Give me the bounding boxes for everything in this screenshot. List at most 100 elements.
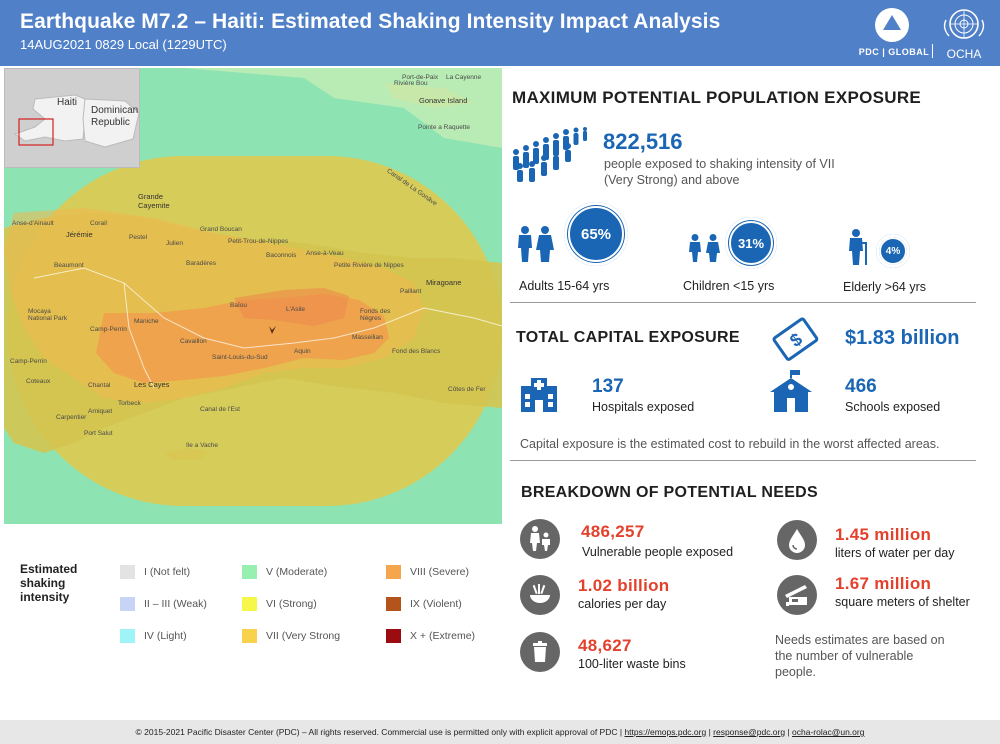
vulnerable-value: 486,257 <box>581 522 645 541</box>
adults-pct-circle: 65% <box>564 202 628 266</box>
map-label: Beaumont <box>54 262 84 269</box>
map-label: Grand Boucan <box>200 226 242 233</box>
svg-text:$: $ <box>786 329 806 351</box>
section-divider <box>510 302 976 303</box>
pdc-logo-text: PDC | GLOBAL <box>858 47 930 57</box>
map-label: Masseilian <box>352 334 383 341</box>
elderly-label: Elderly >64 yrs <box>843 280 927 294</box>
shaking-intensity-map[interactable]: Port-de-Paix La Cayenne Rivière Bou Gona… <box>4 68 502 524</box>
inset-label-republic: Republic <box>91 117 130 128</box>
un-emblem-icon <box>943 9 985 39</box>
footer: © 2015-2021 Pacific Disaster Center (PDC… <box>0 720 1000 744</box>
adults-pct: 65% <box>568 206 624 262</box>
population-description-2: (Very Strong) and above <box>604 173 740 187</box>
map-label: Julien <box>166 240 183 247</box>
map-label: Coteaux <box>26 378 51 385</box>
map-label: Pointe a Raquette <box>418 124 471 131</box>
map-label: Fond des Blancs <box>392 348 441 355</box>
map-label: Anse-à-Veau <box>306 250 344 257</box>
map-label: Maniche <box>134 318 159 325</box>
population-heading: MAXIMUM POTENTIAL POPULATION EXPOSURE <box>512 88 922 107</box>
children-pct: 31% <box>729 221 773 265</box>
map-label: Baconnois <box>266 252 297 259</box>
legend-label: I (Not felt) <box>144 566 191 578</box>
pdc-logo: PDC | GLOBAL <box>855 6 933 62</box>
schools-count: 466 <box>845 376 877 397</box>
map-label: Corail <box>90 220 107 227</box>
map-label: Petit-Trou-de-Nippes <box>228 238 289 245</box>
header-bar: Earthquake M7.2 – Haiti: Estimated Shaki… <box>0 0 1000 66</box>
section-divider <box>510 460 976 461</box>
capital-note: Capital exposure is the estimated cost t… <box>520 437 940 451</box>
footer-link-ocha[interactable]: ocha-rolac@un.org <box>792 727 865 737</box>
needs-note-2: the number of vulnerable <box>775 649 914 663</box>
hospitals-label: Hospitals exposed <box>592 400 695 414</box>
map-label: L'Asile <box>286 306 305 313</box>
inset-label-haiti: Haiti <box>57 97 78 108</box>
legend-label: VII (Very Strong <box>266 630 341 642</box>
children-pct-circle: 31% <box>725 217 777 269</box>
bins-value: 48,627 <box>578 636 632 655</box>
map-graphic <box>4 68 502 524</box>
water-drop-icon <box>777 520 817 560</box>
water-label: liters of water per day <box>835 546 955 560</box>
hospital-icon <box>521 378 557 412</box>
calories-value: 1.02 billion <box>578 576 670 595</box>
map-label: Miragoane <box>426 278 462 287</box>
map-label: Côtes de Fer <box>448 386 486 393</box>
calories-label: calories per day <box>578 597 667 611</box>
food-bowl-icon <box>520 575 560 615</box>
legend-swatch <box>242 629 257 643</box>
population-description: people exposed to shaking intensity of V… <box>604 157 835 171</box>
legend-label: VI (Strong) <box>266 598 317 610</box>
map-label: Paillant <box>400 288 422 295</box>
elderly-pct: 4% <box>879 237 907 265</box>
legend-swatch <box>120 629 135 643</box>
map-label: Les Cayes <box>134 380 170 389</box>
shelter-label: square meters of shelter <box>835 595 970 609</box>
footer-link-emops[interactable]: https://emops.pdc.org <box>624 727 707 737</box>
ocha-logo: OCHA <box>936 6 992 62</box>
needs-heading: BREAKDOWN OF POTENTIAL NEEDS <box>521 484 819 501</box>
legend-label: VIII (Severe) <box>410 566 469 578</box>
map-label: Torbeck <box>118 400 141 407</box>
footer-link-response[interactable]: response@pdc.org <box>713 727 786 737</box>
capital-value: $1.83 billion <box>845 327 960 349</box>
map-label: Rivière Bou <box>394 80 428 87</box>
adults-icon <box>518 226 554 262</box>
legend-swatch <box>386 597 401 611</box>
map-label: Canal de l'Est <box>200 406 240 413</box>
map-label: Camp-Perrin <box>90 326 127 333</box>
shelter-value: 1.67 million <box>835 574 932 593</box>
legend-swatch <box>386 565 401 579</box>
school-icon <box>770 370 812 412</box>
footer-copyright: © 2015-2021 Pacific Disaster Center (PDC… <box>135 727 618 737</box>
legend-swatch <box>120 565 135 579</box>
map-label: Port Salut <box>84 430 113 437</box>
map-label: Carpentier <box>56 414 87 421</box>
map-label: Gonave Island <box>419 96 468 105</box>
page-title: Earthquake M7.2 – Haiti: Estimated Shaki… <box>20 10 721 33</box>
legend-label: X + (Extreme) <box>410 630 476 642</box>
map-label: Grande Cayemite <box>138 192 170 210</box>
legend-swatch <box>120 597 135 611</box>
adults-label: Adults 15-64 yrs <box>519 279 610 293</box>
map-label: Jérémie <box>66 230 93 239</box>
legend-title: Estimated shaking intensity <box>20 562 78 604</box>
vulnerable-icon <box>520 519 560 559</box>
legend-label: IX (Violent) <box>410 598 462 610</box>
map-label: Baïou <box>230 302 247 309</box>
page-subtitle: 14AUG2021 0829 Local (1229UTC) <box>20 37 227 52</box>
population-total: 822,516 <box>603 129 683 154</box>
inset-label-dominican: Dominican <box>91 105 139 116</box>
legend-swatch <box>242 597 257 611</box>
map-label: Camp-Perrin <box>10 358 47 365</box>
schools-label: Schools exposed <box>845 400 941 414</box>
ocha-logo-text: OCHA <box>946 47 982 61</box>
legend-swatch <box>242 565 257 579</box>
waste-bin-icon <box>520 632 560 672</box>
money-icon: $ <box>772 317 819 361</box>
hospitals-count: 137 <box>592 376 624 397</box>
map-label: Saint-Louis-du-Sud <box>212 354 268 361</box>
map-label: Anse-d'Ainault <box>12 220 54 227</box>
